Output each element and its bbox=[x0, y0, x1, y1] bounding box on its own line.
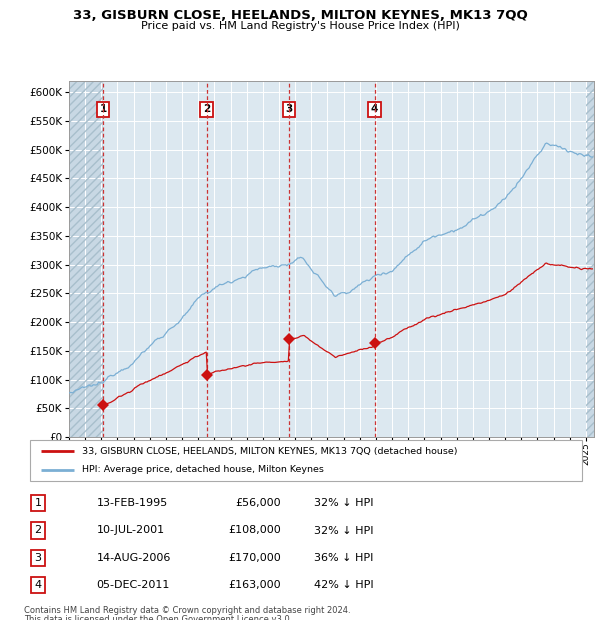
FancyBboxPatch shape bbox=[30, 440, 582, 480]
Text: Price paid vs. HM Land Registry's House Price Index (HPI): Price paid vs. HM Land Registry's House … bbox=[140, 21, 460, 31]
Text: 32% ↓ HPI: 32% ↓ HPI bbox=[314, 526, 374, 536]
Text: 1: 1 bbox=[34, 498, 41, 508]
Text: 33, GISBURN CLOSE, HEELANDS, MILTON KEYNES, MK13 7QQ (detached house): 33, GISBURN CLOSE, HEELANDS, MILTON KEYN… bbox=[82, 446, 458, 456]
Text: 13-FEB-1995: 13-FEB-1995 bbox=[97, 498, 168, 508]
Text: 3: 3 bbox=[286, 104, 293, 114]
Bar bbox=[586, 81, 594, 437]
Text: Contains HM Land Registry data © Crown copyright and database right 2024.: Contains HM Land Registry data © Crown c… bbox=[24, 606, 350, 616]
Text: £170,000: £170,000 bbox=[228, 552, 281, 562]
Text: 05-DEC-2011: 05-DEC-2011 bbox=[97, 580, 170, 590]
Text: 4: 4 bbox=[34, 580, 41, 590]
Text: HPI: Average price, detached house, Milton Keynes: HPI: Average price, detached house, Milt… bbox=[82, 465, 325, 474]
Text: 1: 1 bbox=[100, 104, 107, 114]
Text: 42% ↓ HPI: 42% ↓ HPI bbox=[314, 580, 374, 590]
Text: 14-AUG-2006: 14-AUG-2006 bbox=[97, 552, 171, 562]
Text: 36% ↓ HPI: 36% ↓ HPI bbox=[314, 552, 374, 562]
Text: 33, GISBURN CLOSE, HEELANDS, MILTON KEYNES, MK13 7QQ: 33, GISBURN CLOSE, HEELANDS, MILTON KEYN… bbox=[73, 9, 527, 22]
Text: 32% ↓ HPI: 32% ↓ HPI bbox=[314, 498, 374, 508]
Text: 2: 2 bbox=[203, 104, 210, 114]
Bar bbox=[69, 81, 103, 437]
Text: £163,000: £163,000 bbox=[228, 580, 281, 590]
Text: 10-JUL-2001: 10-JUL-2001 bbox=[97, 526, 164, 536]
Bar bbox=[586, 81, 594, 437]
Text: 3: 3 bbox=[34, 552, 41, 562]
Text: £56,000: £56,000 bbox=[235, 498, 281, 508]
Text: £108,000: £108,000 bbox=[228, 526, 281, 536]
Text: 4: 4 bbox=[371, 104, 379, 114]
Text: This data is licensed under the Open Government Licence v3.0.: This data is licensed under the Open Gov… bbox=[24, 615, 292, 620]
Bar bbox=[69, 81, 103, 437]
Text: 2: 2 bbox=[34, 526, 41, 536]
